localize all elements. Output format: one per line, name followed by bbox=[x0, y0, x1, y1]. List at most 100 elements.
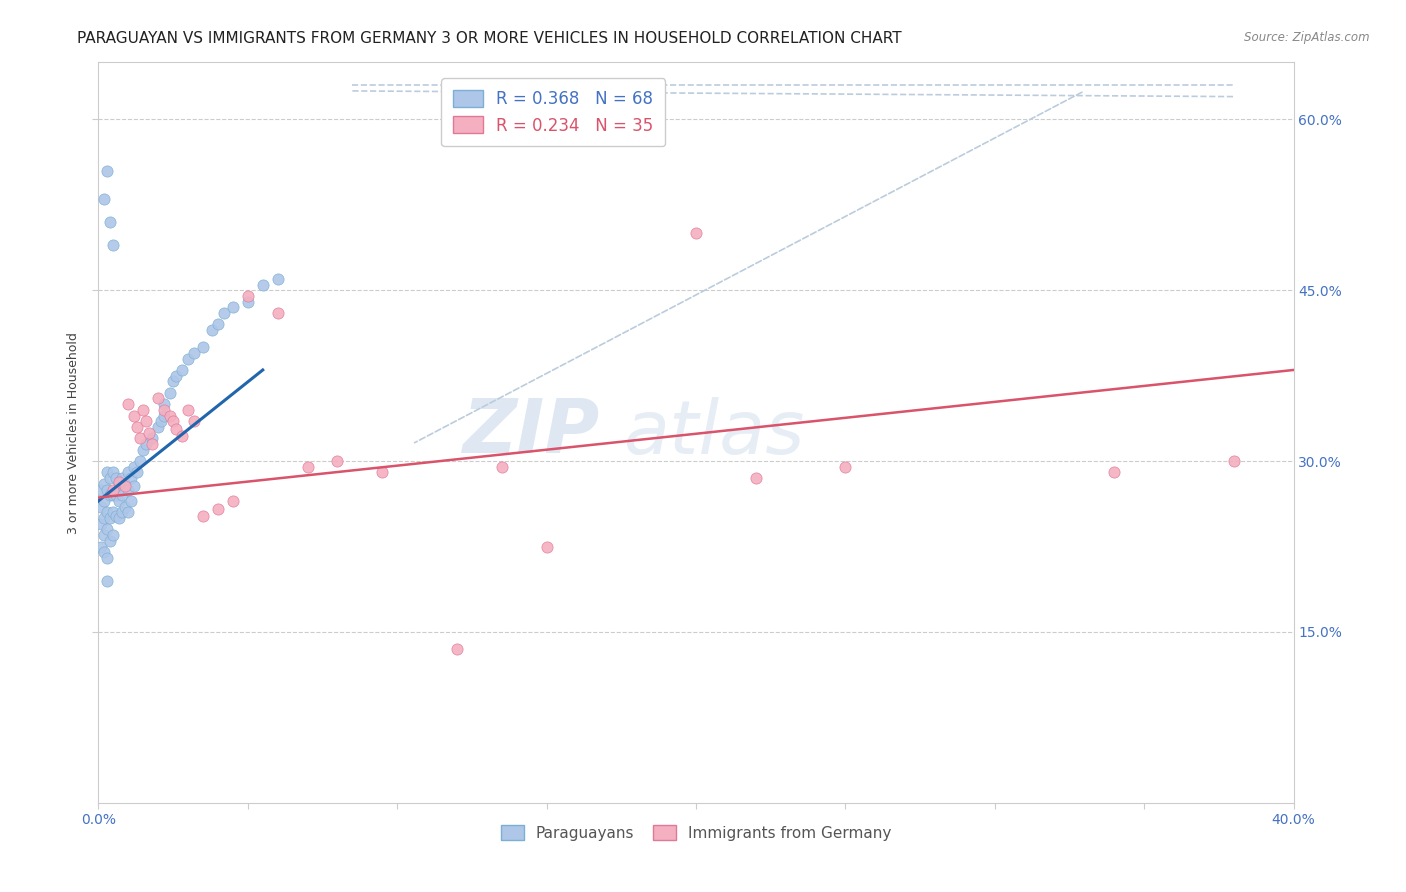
Point bbox=[96, 574, 118, 588]
Point bbox=[93, 192, 115, 206]
Point bbox=[326, 454, 349, 468]
Point bbox=[165, 368, 187, 383]
Point bbox=[105, 488, 128, 502]
Point bbox=[159, 409, 181, 423]
Point bbox=[135, 437, 157, 451]
Point bbox=[98, 471, 122, 485]
Point bbox=[745, 471, 768, 485]
Point bbox=[90, 500, 112, 514]
Point bbox=[103, 528, 125, 542]
Point bbox=[105, 471, 128, 485]
Point bbox=[222, 494, 245, 508]
Point bbox=[222, 301, 245, 315]
Point bbox=[834, 459, 856, 474]
Point bbox=[177, 402, 200, 417]
Point bbox=[98, 488, 122, 502]
Point bbox=[108, 475, 131, 489]
Point bbox=[108, 476, 131, 491]
Point bbox=[93, 545, 115, 559]
Point bbox=[159, 385, 181, 400]
Point bbox=[93, 511, 115, 525]
Point bbox=[117, 466, 139, 480]
Point bbox=[96, 505, 118, 519]
Point bbox=[129, 454, 152, 468]
Point bbox=[162, 375, 184, 389]
Point bbox=[103, 483, 125, 497]
Text: ZIP: ZIP bbox=[463, 396, 600, 469]
Point bbox=[103, 488, 125, 502]
Point bbox=[252, 277, 274, 292]
Point bbox=[153, 397, 176, 411]
Point bbox=[165, 422, 187, 436]
Point bbox=[132, 442, 155, 457]
Point bbox=[117, 505, 139, 519]
Point bbox=[93, 494, 115, 508]
Point bbox=[135, 414, 157, 428]
Point bbox=[446, 642, 468, 657]
Point bbox=[103, 466, 125, 480]
Point bbox=[90, 540, 112, 554]
Point bbox=[162, 414, 184, 428]
Point bbox=[105, 508, 128, 523]
Point bbox=[141, 437, 163, 451]
Text: Source: ZipAtlas.com: Source: ZipAtlas.com bbox=[1244, 31, 1369, 45]
Point bbox=[371, 466, 394, 480]
Point bbox=[96, 483, 118, 497]
Text: PARAGUAYAN VS IMMIGRANTS FROM GERMANY 3 OR MORE VEHICLES IN HOUSEHOLD CORRELATIO: PARAGUAYAN VS IMMIGRANTS FROM GERMANY 3 … bbox=[77, 31, 903, 46]
Point bbox=[124, 409, 146, 423]
Point bbox=[124, 479, 146, 493]
Point bbox=[127, 466, 149, 480]
Point bbox=[191, 340, 214, 354]
Point bbox=[114, 500, 136, 514]
Point bbox=[124, 459, 146, 474]
Point bbox=[207, 318, 229, 332]
Point bbox=[150, 414, 173, 428]
Point bbox=[536, 540, 558, 554]
Point bbox=[153, 409, 176, 423]
Point bbox=[141, 431, 163, 445]
Point bbox=[111, 505, 134, 519]
Point bbox=[98, 511, 122, 525]
Point bbox=[236, 289, 259, 303]
Point bbox=[120, 494, 142, 508]
Point bbox=[117, 397, 139, 411]
Point bbox=[129, 431, 152, 445]
Point bbox=[96, 163, 118, 178]
Point bbox=[1104, 466, 1126, 480]
Point bbox=[267, 272, 290, 286]
Text: atlas: atlas bbox=[624, 397, 806, 468]
Point bbox=[90, 483, 112, 497]
Point bbox=[148, 420, 170, 434]
Point bbox=[172, 363, 194, 377]
Point bbox=[172, 429, 194, 443]
Point bbox=[1223, 454, 1246, 468]
Point bbox=[491, 459, 513, 474]
Point bbox=[90, 516, 112, 531]
Point bbox=[111, 471, 134, 485]
Point bbox=[212, 306, 235, 320]
Point bbox=[108, 494, 131, 508]
Point bbox=[114, 479, 136, 493]
Point bbox=[127, 420, 149, 434]
Point bbox=[117, 483, 139, 497]
Point bbox=[183, 414, 205, 428]
Point bbox=[297, 459, 319, 474]
Legend: Paraguayans, Immigrants from Germany: Paraguayans, Immigrants from Germany bbox=[495, 819, 897, 847]
Point bbox=[103, 237, 125, 252]
Point bbox=[191, 508, 214, 523]
Point bbox=[183, 346, 205, 360]
Point bbox=[96, 550, 118, 565]
Point bbox=[685, 227, 707, 241]
Point bbox=[267, 306, 290, 320]
Point bbox=[98, 533, 122, 548]
Point bbox=[93, 476, 115, 491]
Point bbox=[108, 511, 131, 525]
Point bbox=[96, 466, 118, 480]
Point bbox=[153, 402, 176, 417]
Point bbox=[120, 471, 142, 485]
Point bbox=[103, 505, 125, 519]
Point bbox=[96, 523, 118, 537]
Point bbox=[93, 528, 115, 542]
Point bbox=[207, 502, 229, 516]
Point bbox=[132, 402, 155, 417]
